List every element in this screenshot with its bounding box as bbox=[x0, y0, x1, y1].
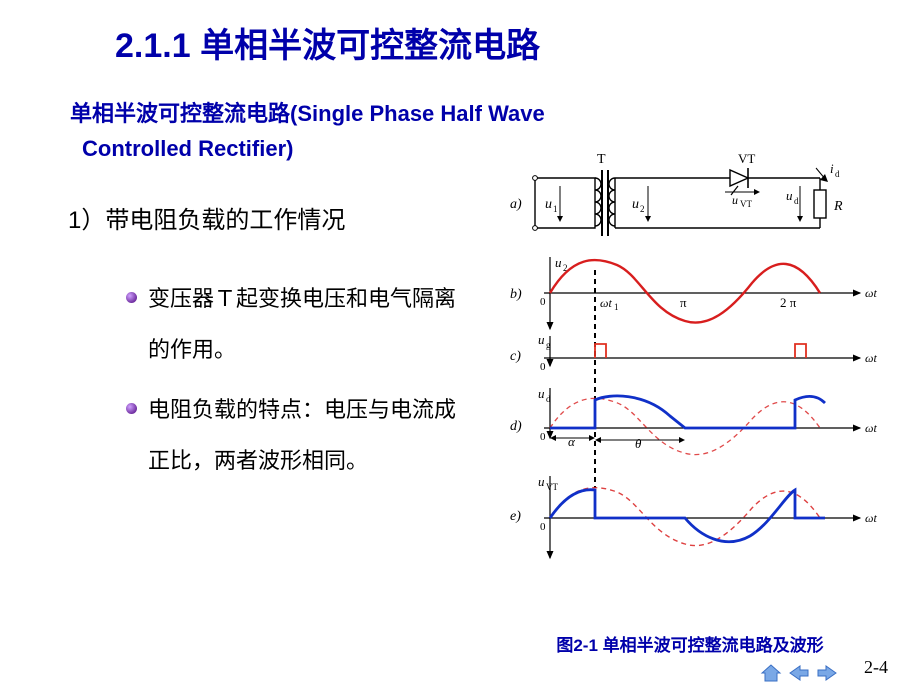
svg-text:u: u bbox=[545, 197, 552, 212]
svg-text:d: d bbox=[794, 196, 799, 206]
next-arrow-icon[interactable] bbox=[816, 664, 838, 682]
svg-text:π: π bbox=[680, 295, 687, 310]
svg-text:ωt: ωt bbox=[600, 296, 612, 310]
svg-text:u: u bbox=[538, 474, 545, 489]
svg-text:u: u bbox=[786, 188, 793, 203]
svg-text:ωt: ωt bbox=[865, 511, 877, 525]
section-text: 带电阻负载的工作情况 bbox=[105, 207, 345, 234]
svg-text:u: u bbox=[538, 332, 545, 347]
svg-text:VT: VT bbox=[740, 199, 752, 209]
subtitle-cn: 单相半波可控整流电路 bbox=[70, 101, 290, 126]
svg-text:u: u bbox=[732, 193, 738, 207]
svg-text:d): d) bbox=[510, 419, 522, 434]
svg-text:θ: θ bbox=[635, 436, 642, 451]
prev-arrow-icon[interactable] bbox=[788, 664, 810, 682]
svg-text:0: 0 bbox=[540, 431, 546, 443]
svg-text:c): c) bbox=[510, 349, 521, 364]
svg-text:R: R bbox=[833, 199, 843, 214]
svg-text:0: 0 bbox=[540, 296, 546, 308]
svg-text:α: α bbox=[568, 434, 576, 449]
svg-text:0: 0 bbox=[540, 521, 546, 533]
svg-text:2: 2 bbox=[640, 204, 645, 214]
subtitle-en-2: Controlled Rectifier) bbox=[82, 136, 293, 161]
page-title: 2.1.1 单相半波可控整流电路 bbox=[115, 18, 540, 67]
svg-text:ωt: ωt bbox=[865, 351, 877, 365]
section-num: 1） bbox=[68, 207, 105, 234]
bullet-item: 变压器Ｔ起变换电压和电气隔离的作用。 bbox=[126, 274, 456, 375]
svg-text:d: d bbox=[835, 169, 840, 179]
svg-text:1: 1 bbox=[553, 204, 558, 214]
svg-text:i: i bbox=[830, 161, 834, 176]
bullet-item: 电阻负载的特点：电压与电流成正比，两者波形相同。 bbox=[126, 385, 456, 486]
figure-caption: 图2-1 单相半波可控整流电路及波形 bbox=[490, 631, 890, 656]
svg-text:T: T bbox=[597, 152, 606, 167]
svg-text:2 π: 2 π bbox=[780, 295, 797, 310]
svg-text:ωt: ωt bbox=[865, 286, 877, 300]
svg-text:VT: VT bbox=[546, 482, 558, 492]
svg-text:b): b) bbox=[510, 287, 522, 302]
figure-diagrams: a) u1 T u2 VT uVT bbox=[490, 148, 890, 648]
nav-arrows bbox=[760, 664, 838, 682]
svg-text:VT: VT bbox=[738, 151, 755, 166]
svg-text:u: u bbox=[538, 386, 545, 401]
bullet-list: 变压器Ｔ起变换电压和电气隔离的作用。 电阻负载的特点：电压与电流成正比，两者波形… bbox=[126, 274, 456, 496]
svg-text:1: 1 bbox=[614, 302, 619, 312]
subtitle: 单相半波可控整流电路(Single Phase Half Wave Contro… bbox=[70, 96, 545, 166]
svg-text:u: u bbox=[632, 197, 639, 212]
section-heading: 1）带电阻负载的工作情况 bbox=[68, 200, 345, 235]
svg-text:e): e) bbox=[510, 509, 521, 524]
home-icon[interactable] bbox=[760, 664, 782, 682]
svg-text:a): a) bbox=[510, 197, 522, 212]
svg-text:0: 0 bbox=[540, 361, 546, 373]
page-number: 2-4 bbox=[864, 657, 888, 678]
circuit-a: a) u1 T u2 VT uVT bbox=[510, 151, 843, 236]
svg-text:u: u bbox=[555, 255, 562, 270]
subtitle-en-1: (Single Phase Half Wave bbox=[290, 101, 545, 126]
svg-text:ωt: ωt bbox=[865, 421, 877, 435]
